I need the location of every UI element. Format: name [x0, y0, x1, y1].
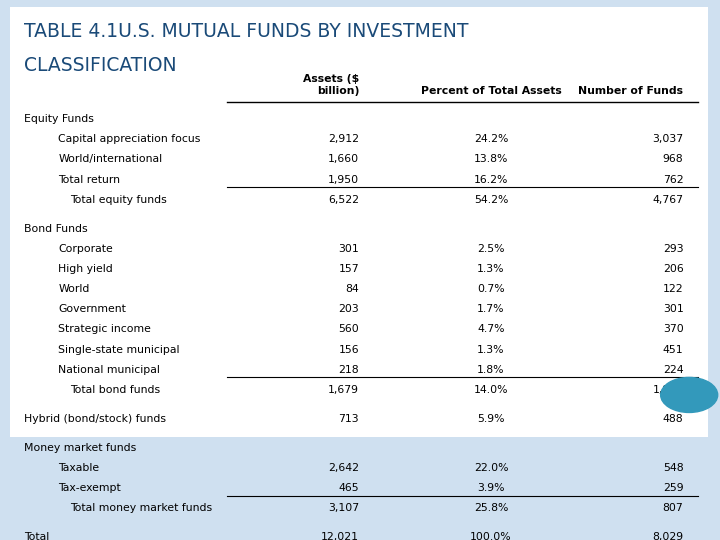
Text: World/international: World/international [58, 154, 163, 165]
Text: 762: 762 [663, 174, 683, 185]
Text: 3,107: 3,107 [328, 503, 359, 513]
Text: High yield: High yield [58, 264, 113, 274]
Text: Taxable: Taxable [58, 463, 99, 473]
Text: 218: 218 [338, 364, 359, 375]
Text: 968: 968 [663, 154, 683, 165]
Text: 1,679: 1,679 [328, 385, 359, 395]
Text: 301: 301 [662, 304, 683, 314]
Text: 259: 259 [663, 483, 683, 493]
Text: 24.2%: 24.2% [474, 134, 508, 144]
Text: 54.2%: 54.2% [474, 195, 508, 205]
Text: 4,767: 4,767 [652, 195, 683, 205]
Text: 370: 370 [662, 325, 683, 334]
Text: Total equity funds: Total equity funds [71, 195, 167, 205]
Text: Hybrid (bond/stock) funds: Hybrid (bond/stock) funds [24, 414, 166, 424]
Text: 16.2%: 16.2% [474, 174, 508, 185]
Text: 203: 203 [338, 304, 359, 314]
Text: 465: 465 [338, 483, 359, 493]
Text: 1,967: 1,967 [652, 385, 683, 395]
Text: CLASSIFICATION: CLASSIFICATION [24, 56, 177, 75]
Text: Bond Funds: Bond Funds [24, 224, 88, 234]
Text: 2.5%: 2.5% [477, 244, 505, 254]
Text: 1,950: 1,950 [328, 174, 359, 185]
Text: 14.0%: 14.0% [474, 385, 508, 395]
Text: 206: 206 [662, 264, 683, 274]
Text: 488: 488 [663, 414, 683, 424]
Text: 1.3%: 1.3% [477, 345, 505, 355]
Text: 5.9%: 5.9% [477, 414, 505, 424]
Text: Strategic income: Strategic income [58, 325, 151, 334]
Text: 301: 301 [338, 244, 359, 254]
Text: 156: 156 [338, 345, 359, 355]
Text: Tax-exempt: Tax-exempt [58, 483, 121, 493]
Text: Assets ($: Assets ($ [303, 74, 359, 84]
Text: 713: 713 [338, 414, 359, 424]
Text: 8,029: 8,029 [652, 532, 683, 540]
Text: 6,522: 6,522 [328, 195, 359, 205]
Text: 2,912: 2,912 [328, 134, 359, 144]
Text: 100.0%: 100.0% [470, 532, 512, 540]
Text: 122: 122 [663, 284, 683, 294]
Text: 1,660: 1,660 [328, 154, 359, 165]
Text: 2,642: 2,642 [328, 463, 359, 473]
Text: Total money market funds: Total money market funds [71, 503, 212, 513]
FancyBboxPatch shape [10, 7, 708, 436]
Text: 22.0%: 22.0% [474, 463, 508, 473]
Text: 13.8%: 13.8% [474, 154, 508, 165]
Text: 548: 548 [663, 463, 683, 473]
Text: 224: 224 [663, 364, 683, 375]
Text: Equity Funds: Equity Funds [24, 114, 94, 124]
Text: Total bond funds: Total bond funds [71, 385, 161, 395]
Text: 1.7%: 1.7% [477, 304, 505, 314]
Text: 293: 293 [663, 244, 683, 254]
Text: 807: 807 [662, 503, 683, 513]
Text: World: World [58, 284, 90, 294]
Circle shape [661, 377, 718, 413]
Text: 560: 560 [338, 325, 359, 334]
Text: Single-state municipal: Single-state municipal [58, 345, 180, 355]
Text: 4.7%: 4.7% [477, 325, 505, 334]
Text: Corporate: Corporate [58, 244, 113, 254]
Text: 25.8%: 25.8% [474, 503, 508, 513]
Text: 12,021: 12,021 [321, 532, 359, 540]
Text: Total return: Total return [58, 174, 120, 185]
Text: 1.3%: 1.3% [477, 264, 505, 274]
Text: 0.7%: 0.7% [477, 284, 505, 294]
Text: Capital appreciation focus: Capital appreciation focus [58, 134, 201, 144]
Text: 1.8%: 1.8% [477, 364, 505, 375]
Text: Government: Government [58, 304, 126, 314]
Text: 451: 451 [663, 345, 683, 355]
Text: National municipal: National municipal [58, 364, 161, 375]
Text: Number of Funds: Number of Funds [578, 86, 683, 96]
Text: 157: 157 [338, 264, 359, 274]
Text: Money market funds: Money market funds [24, 443, 136, 453]
Text: Total: Total [24, 532, 50, 540]
Text: 84: 84 [346, 284, 359, 294]
Text: billion): billion) [317, 86, 359, 96]
Text: 3,037: 3,037 [652, 134, 683, 144]
Text: TABLE 4.1U.S. MUTUAL FUNDS BY INVESTMENT: TABLE 4.1U.S. MUTUAL FUNDS BY INVESTMENT [24, 23, 469, 42]
Text: Percent of Total Assets: Percent of Total Assets [420, 86, 562, 96]
Text: 3.9%: 3.9% [477, 483, 505, 493]
